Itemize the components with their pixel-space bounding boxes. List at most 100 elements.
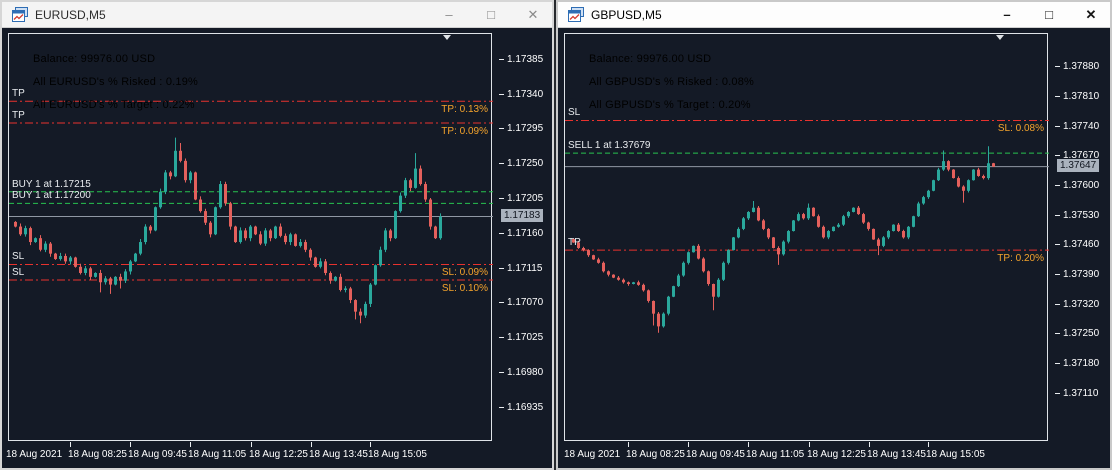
chart-window-gbpusd: GBPUSD,M5 – □ ✕ Balance: 99976.00 USD Al… <box>556 0 1112 470</box>
price-tick: 1.37530 <box>1055 209 1099 221</box>
price-tick-label: 1.17115 <box>507 262 543 274</box>
candle-body <box>194 172 197 200</box>
candle-body <box>587 250 590 256</box>
time-tick <box>311 442 312 447</box>
candle-body <box>399 195 402 212</box>
tick-dash <box>1055 333 1060 335</box>
tick-dash <box>499 128 504 130</box>
candle-body <box>384 230 387 250</box>
candle-body <box>374 265 377 285</box>
candle-body <box>264 230 267 244</box>
candle-body <box>434 226 437 239</box>
tick-dash <box>499 372 504 374</box>
titlebar-eurusd[interactable]: EURUSD,M5 – □ ✕ <box>2 2 552 28</box>
chart-app-icon <box>12 6 28 23</box>
candle-body <box>314 257 317 267</box>
candle-body <box>44 243 47 250</box>
candle-body <box>139 242 142 254</box>
candle-body <box>907 226 910 238</box>
candle-body <box>857 207 860 215</box>
time-axis-gbpusd[interactable]: 18 Aug 2021 18 Aug 08:25 18 Aug 09:45 18 Au… <box>564 442 1064 466</box>
price-tick-label: 1.37880 <box>1063 61 1100 73</box>
candlestick-plot-eurusd[interactable]: Balance: 99976.00 USD All EURUSD's % Ris… <box>8 33 493 441</box>
tick-dash <box>499 406 504 408</box>
candle-body <box>802 214 805 219</box>
price-tick-label: 1.17205 <box>507 193 544 204</box>
close-button[interactable]: ✕ <box>527 6 539 22</box>
current-price-tag: 1.37647 <box>1057 158 1100 172</box>
minimize-button[interactable]: – <box>1003 6 1011 22</box>
candle-body <box>902 231 905 238</box>
candle-body <box>747 211 750 219</box>
time-label: 18 Aug 09:45 <box>128 449 187 460</box>
candle-body <box>439 216 442 239</box>
candle-body <box>842 216 845 225</box>
candle-body <box>812 207 815 217</box>
candle-body <box>682 262 685 276</box>
candle-body <box>329 272 332 281</box>
price-tick: 1.37740 <box>1055 120 1099 132</box>
time-tick <box>628 442 629 447</box>
price-axis-gbpusd[interactable]: 1.37880 1.37810 1.37740 1.37670 1.37600 1.375… <box>1055 33 1107 442</box>
price-tick: 1.17340 <box>499 88 543 100</box>
candle-body <box>339 276 342 290</box>
candle-body <box>149 226 152 231</box>
candle-body <box>927 190 930 198</box>
candle-body <box>144 226 147 243</box>
candle-body <box>349 288 352 301</box>
time-axis-eurusd[interactable]: 18 Aug 2021 18 Aug 08:25 18 Aug 09:45 18 Au… <box>6 442 508 466</box>
time-tick <box>251 442 252 447</box>
maximize-button[interactable]: □ <box>1045 6 1053 22</box>
candle-body <box>269 230 272 239</box>
price-tick: 1.37670 <box>1055 150 1099 162</box>
candle-body <box>429 199 432 227</box>
candle-body <box>259 234 262 244</box>
price-tick-label: 1.37600 <box>1063 180 1100 192</box>
risked-text: All GBPUSD's % Risked : 0.08% <box>589 76 755 88</box>
price-tick-label: 1.37670 <box>1063 150 1100 162</box>
maximize-button[interactable]: □ <box>487 6 495 22</box>
candle-body <box>647 290 650 301</box>
time-tick <box>928 442 929 447</box>
titlebar-gbpusd[interactable]: GBPUSD,M5 – □ ✕ <box>558 2 1110 28</box>
candlestick-plot-gbpusd[interactable]: Balance: 99976.00 USD All GBPUSD's % Ris… <box>564 33 1049 441</box>
candle-body <box>229 203 232 227</box>
candle-body <box>687 252 690 263</box>
target-text: All GBPUSD's % Target : 0.20% <box>589 99 751 111</box>
price-tick: 1.37320 <box>1055 298 1099 310</box>
candle-body <box>364 303 367 316</box>
candle-body <box>697 245 700 259</box>
candle-body <box>354 300 357 312</box>
candle-body <box>657 313 660 327</box>
price-tick-label: 1.37530 <box>1063 209 1100 221</box>
tick-dash <box>499 337 504 339</box>
price-tick: 1.17160 <box>499 227 543 239</box>
time-tick <box>688 442 689 447</box>
candle-body <box>582 247 585 251</box>
price-tick-label: 1.17385 <box>507 53 544 65</box>
candle-body <box>962 186 965 191</box>
target-text: All EURUSD's % Target : 0.22% <box>33 99 195 111</box>
candle-body <box>299 242 302 246</box>
price-axis-eurusd[interactable]: 1.17385 1.17340 1.17295 1.17250 1.17205 1.171… <box>499 33 551 442</box>
close-button[interactable]: ✕ <box>1085 6 1097 22</box>
candle-body <box>214 207 217 235</box>
candle-body <box>957 178 960 187</box>
candle-body <box>154 207 157 231</box>
price-tick: 1.17385 <box>499 53 543 65</box>
tick-dash <box>1055 155 1060 157</box>
candle-body <box>169 172 172 177</box>
candle-body <box>389 230 392 239</box>
candle-body <box>34 238 37 243</box>
time-label: 18 Aug 12:25 <box>807 449 866 460</box>
tick-dash <box>1055 96 1060 98</box>
candle-body <box>737 228 740 238</box>
time-tick <box>190 442 191 447</box>
candle-body <box>249 226 252 239</box>
price-tick-label: 1.37740 <box>1063 120 1100 132</box>
price-tick: 1.17025 <box>499 332 543 344</box>
candle-body <box>872 228 875 240</box>
candle-body <box>717 279 720 297</box>
minimize-button[interactable]: – <box>445 6 453 22</box>
time-label: 18 Aug 08:25 <box>626 449 685 460</box>
